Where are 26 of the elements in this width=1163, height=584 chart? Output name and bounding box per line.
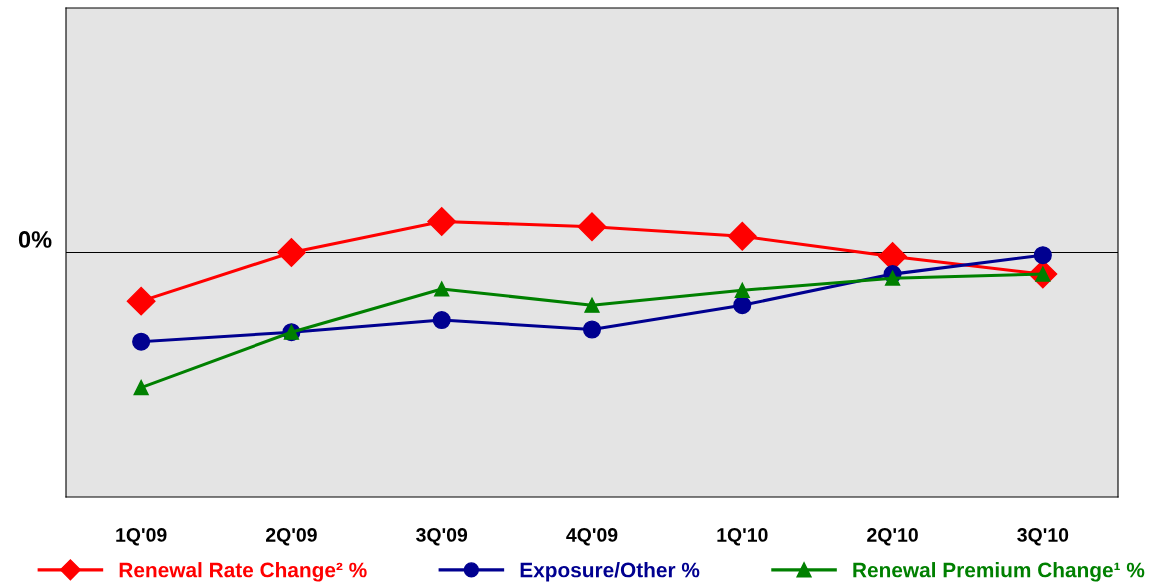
legend-label: Exposure/Other % bbox=[520, 562, 700, 582]
point bbox=[434, 281, 450, 297]
x-tick-label: 3Q'09 bbox=[416, 528, 468, 546]
point bbox=[577, 212, 607, 242]
point bbox=[1033, 246, 1052, 265]
x-tick-label: 1Q'10 bbox=[717, 528, 768, 546]
ref-line-label: 0% bbox=[18, 231, 52, 248]
x-tick-label: 3Q'10 bbox=[1017, 528, 1069, 546]
x-tick-label: 2Q'09 bbox=[266, 528, 317, 546]
x-tick-label: 1Q'09 bbox=[116, 528, 167, 546]
point bbox=[432, 311, 451, 330]
point bbox=[727, 221, 757, 251]
point bbox=[132, 332, 151, 351]
point bbox=[427, 206, 457, 236]
legend-label: Renewal Rate Change² % bbox=[119, 562, 367, 582]
point bbox=[884, 270, 901, 286]
point bbox=[734, 282, 750, 298]
point bbox=[126, 286, 156, 316]
point bbox=[584, 297, 600, 313]
x-tick-label: 4Q'09 bbox=[566, 528, 618, 546]
point bbox=[276, 238, 306, 267]
point bbox=[582, 320, 602, 339]
x-tick-label: 2Q'10 bbox=[867, 528, 918, 546]
point bbox=[133, 379, 149, 396]
point bbox=[733, 296, 752, 315]
legend-label: Renewal Premium Change¹ % bbox=[853, 562, 1145, 582]
